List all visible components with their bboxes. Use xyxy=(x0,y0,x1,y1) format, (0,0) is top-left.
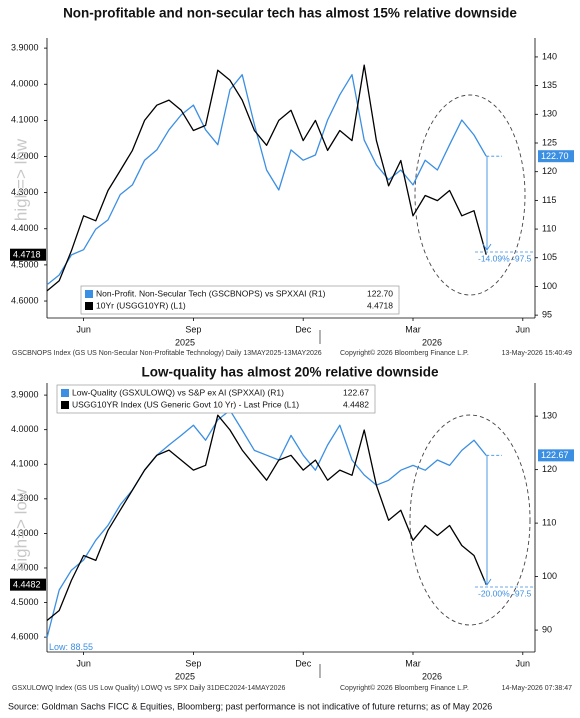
y-tick-label: 4.1000 xyxy=(11,459,39,469)
x-group-label: 2025 xyxy=(175,671,195,681)
footer-mid: Copyright© 2026 Bloomberg Finance L.P. xyxy=(340,349,469,357)
y2-tick-label: 110 xyxy=(542,223,556,233)
y2-tick-label: 100 xyxy=(542,281,557,291)
legend-swatch xyxy=(61,389,69,397)
y-tick-label: 4.5000 xyxy=(11,259,39,269)
y2-tick-label: 120 xyxy=(542,166,557,176)
legend-label: Non-Profit. Non-Secular Tech (GSCBNOPS) … xyxy=(96,288,326,298)
y-tick-label: 4.2000 xyxy=(11,151,39,161)
axis-note: high=> low xyxy=(11,488,30,571)
y-tick-label: 4.6000 xyxy=(11,295,39,305)
last-value-label: 122.67 xyxy=(541,450,569,460)
y2-tick-label: 135 xyxy=(542,80,557,90)
y2-tick-label: 90 xyxy=(542,624,552,634)
y2-tick-label: 120 xyxy=(542,464,557,474)
annotation: -14.09% -97.5 xyxy=(478,253,532,263)
x-tick-label: Jun xyxy=(76,658,91,668)
y-tick-label: 4.3000 xyxy=(11,187,39,197)
y-tick-label: 3.9000 xyxy=(11,389,39,399)
x-tick-label: Dec xyxy=(295,658,312,668)
x-group-label: 2026 xyxy=(422,671,442,681)
legend-value: 4.4718 xyxy=(367,300,393,310)
last-value-box xyxy=(538,150,574,163)
y-tick-label: 4.0000 xyxy=(11,424,39,434)
source-note: Source: Goldman Sachs FICC & Equities, B… xyxy=(8,701,492,711)
last-value-box xyxy=(538,449,574,462)
arrow-head xyxy=(482,243,492,251)
chart-title: Non-profitable and non-secular tech has … xyxy=(63,6,517,21)
x-tick-label: Sep xyxy=(185,324,201,334)
series-line xyxy=(46,64,487,292)
y-tick-label: 3.9000 xyxy=(11,42,39,52)
arrow-head xyxy=(482,578,492,586)
x-tick-label: Mar xyxy=(405,658,421,668)
footer-left: GSXULOWQ Index (GS US Low Quality) LOWQ … xyxy=(12,685,285,692)
y-tick-label: 4.4000 xyxy=(11,223,39,233)
last-value-box xyxy=(10,248,46,261)
y2-tick-label: 130 xyxy=(542,109,557,119)
last-value-label: 4.4718 xyxy=(13,250,41,260)
x-tick-label: Dec xyxy=(295,324,312,334)
data-label: Low: 88.55 xyxy=(49,642,93,652)
highlight-ellipse xyxy=(414,94,526,296)
axis-note: high=> low xyxy=(11,138,30,221)
legend-box xyxy=(80,285,400,315)
legend-label: USGG10YR Index (US Generic Govt 10 Yr) -… xyxy=(72,399,299,409)
x-tick-label: Mar xyxy=(405,324,421,334)
chart-title: Low-quality has almost 20% relative down… xyxy=(141,365,439,380)
legend-label: 10Yr (USGG10YR) (L1) xyxy=(96,300,186,310)
legend-swatch xyxy=(85,290,93,298)
y2-tick-label: 130 xyxy=(542,411,557,421)
x-group-label: 2026 xyxy=(422,337,442,347)
y-tick-label: 4.4000 xyxy=(11,562,39,572)
last-value-label: 4.4482 xyxy=(13,580,41,590)
annotation: -20.00% -97.5 xyxy=(478,588,532,598)
y-tick-label: 4.2000 xyxy=(11,493,39,503)
series-line xyxy=(46,74,487,286)
y-tick-label: 4.6000 xyxy=(11,632,39,642)
x-tick-label: Jun xyxy=(516,658,531,668)
legend-value: 4.4482 xyxy=(343,399,369,409)
y-tick-label: 4.5000 xyxy=(11,597,39,607)
y2-tick-label: 105 xyxy=(542,252,557,262)
legend-swatch xyxy=(85,302,93,310)
legend-value: 122.70 xyxy=(367,288,393,298)
y-tick-label: 4.1000 xyxy=(11,115,39,125)
legend-value: 122.67 xyxy=(343,387,369,397)
series-line xyxy=(46,409,487,638)
x-tick-label: Jun xyxy=(76,324,91,334)
highlight-ellipse xyxy=(409,414,531,626)
footer-mid: Copyright© 2026 Bloomberg Finance L.P. xyxy=(340,684,469,692)
footer-left: GSCBNOPS Index (GS US Non-Secular Non-Pr… xyxy=(12,350,322,357)
legend-swatch xyxy=(61,401,69,409)
legend-label: Low-Quality (GSXULOWQ) vs S&P ex AI (SPX… xyxy=(72,387,284,397)
x-group-label: 2025 xyxy=(175,337,195,347)
y-tick-label: 4.0000 xyxy=(11,79,39,89)
y2-tick-label: 100 xyxy=(542,571,557,581)
last-value-label: 122.70 xyxy=(541,151,569,161)
y2-tick-label: 125 xyxy=(542,137,557,147)
legend-box xyxy=(56,384,376,414)
footer-right: 14-May-2026 07:38:47 xyxy=(502,685,573,692)
y2-tick-label: 95 xyxy=(542,310,552,320)
footer-right: 13-May-2026 15:40:49 xyxy=(502,350,573,357)
x-tick-label: Sep xyxy=(185,658,201,668)
series-line xyxy=(46,414,487,622)
y2-tick-label: 140 xyxy=(542,51,557,61)
x-tick-label: Jun xyxy=(516,324,531,334)
y-tick-label: 4.3000 xyxy=(11,528,39,538)
y2-tick-label: 110 xyxy=(542,517,556,527)
last-value-box xyxy=(10,578,46,591)
y2-tick-label: 115 xyxy=(542,195,556,205)
